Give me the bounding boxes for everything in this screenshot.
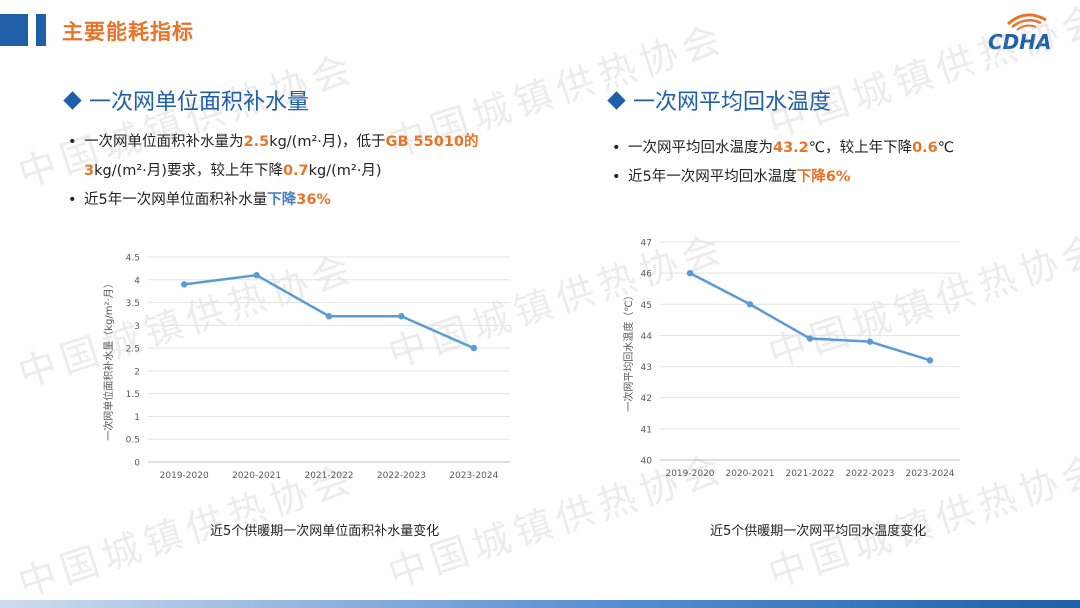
y-tick-label: 47 (641, 239, 652, 249)
y-tick-label: 2.5 (126, 345, 140, 355)
y-tick-label: 4.5 (126, 254, 140, 264)
y-tick-label: 43 (641, 363, 652, 373)
y-tick-label: 46 (641, 270, 653, 280)
left-heading-text: 一次网单位面积补水量 (89, 90, 310, 115)
diamond-bullet-icon (607, 90, 626, 110)
svg-text:CDHA: CDHA (988, 30, 1052, 54)
x-tick-label: 2022-2023 (845, 469, 894, 479)
y-tick-label: 45 (641, 301, 652, 311)
data-point (866, 338, 874, 345)
y-tick-label: 40 (641, 457, 653, 467)
header-accent-bar (0, 14, 28, 46)
data-point (686, 269, 694, 277)
left-heading: 一次网单位面积补水量 (63, 84, 536, 116)
y-tick-label: 1 (134, 413, 140, 423)
x-tick-label: 2020-2021 (725, 469, 774, 479)
y-tick-label: 2 (134, 367, 140, 377)
right-heading-text: 一次网平均回水温度 (633, 90, 832, 115)
data-point (253, 272, 260, 279)
x-tick-label: 2019-2020 (160, 471, 209, 481)
y-tick-label: 42 (641, 394, 652, 404)
data-point (926, 357, 934, 364)
left-bullet-2: 近5年一次网单位面积补水量下降36% (66, 186, 536, 215)
chart-left-title: 近5个供暖期一次网单位面积补水量变化 (210, 524, 440, 539)
left-bullet-list: 一次网单位面积补水量为2.5kg/(m²·月)，低于GB 55010的3kg/(… (66, 128, 536, 215)
series-line (184, 273, 475, 350)
chart-water-makeup: 0 0.5 1 1.5 2 2.5 3 3.5 4 4.5 2019-2020 2020-2021 20… (102, 254, 510, 481)
y-tick-label: 0.5 (126, 436, 140, 446)
y-tick-label: 41 (641, 425, 652, 435)
data-point (325, 313, 333, 320)
x-tick-label: 2023-2024 (449, 471, 498, 481)
x-tick-label: 2021-2022 (785, 469, 834, 479)
left-section: 一次网单位面积补水量 一次网单位面积补水量为2.5kg/(m²·月)，低于GB … (63, 84, 536, 215)
right-section: 一次网平均回水温度 一次网平均回水温度为43.2℃，较上年下降0.6℃ 近5年一… (607, 84, 1060, 192)
x-tick-label: 2021-2022 (304, 471, 353, 481)
y-axis-label: 一次网平均回水温度（℃） (622, 290, 635, 411)
y-tick-label: 1.5 (126, 390, 140, 400)
data-point (181, 281, 188, 288)
right-bullet-1: 一次网平均回水温度为43.2℃，较上年下降0.6℃ (610, 134, 1060, 163)
y-tick-label: 0 (134, 459, 140, 469)
x-tick-label: 2020-2021 (232, 471, 281, 481)
cdha-logo: CDHA (988, 13, 1052, 54)
data-point (470, 344, 477, 352)
header-accent-bar-small (36, 14, 46, 46)
bottom-band (0, 600, 1080, 608)
y-tick-label: 3 (134, 322, 140, 332)
diamond-bullet-icon (63, 90, 82, 110)
y-tick-label: 3.5 (126, 299, 140, 309)
x-tick-label: 2019-2020 (665, 469, 714, 479)
page-title: 主要能耗指标 (62, 20, 194, 44)
y-axis-label: 一次网单位面积补水量（kg/m²·月） (102, 278, 115, 440)
data-point (398, 313, 405, 320)
data-point (746, 301, 754, 308)
x-tick-label: 2022-2023 (377, 471, 426, 481)
series-line (689, 272, 931, 362)
chart-return-temp: 40 41 42 43 44 45 46 47 2019-2020 2020-2021 2021-2… (622, 239, 960, 479)
left-bullet-1: 一次网单位面积补水量为2.5kg/(m²·月)，低于GB 55010的3kg/(… (66, 128, 536, 186)
chart-right-title: 近5个供暖期一次网平均回水温度变化 (710, 524, 927, 539)
y-tick-label: 44 (641, 332, 653, 342)
right-bullet-list: 一次网平均回水温度为43.2℃，较上年下降0.6℃ 近5年一次网平均回水温度下降… (610, 134, 1060, 192)
data-point (806, 335, 814, 342)
x-tick-label: 2023-2024 (905, 469, 954, 479)
y-tick-label: 4 (134, 276, 140, 286)
right-bullet-2: 近5年一次网平均回水温度下降6% (610, 163, 1060, 192)
right-heading: 一次网平均回水温度 (607, 84, 1060, 116)
